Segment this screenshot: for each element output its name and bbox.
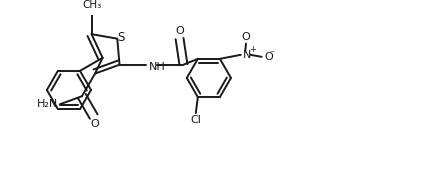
Text: S: S [117, 31, 124, 44]
Text: N: N [243, 50, 251, 60]
Text: O: O [264, 52, 273, 62]
Text: O: O [90, 119, 99, 129]
Text: NH: NH [149, 62, 166, 72]
Text: O: O [175, 26, 184, 36]
Text: O: O [241, 32, 250, 42]
Text: +: + [248, 45, 255, 54]
Text: CH₃: CH₃ [82, 0, 101, 10]
Text: ⁻: ⁻ [268, 49, 273, 59]
Text: H₂N: H₂N [36, 99, 58, 109]
Text: Cl: Cl [190, 115, 201, 125]
